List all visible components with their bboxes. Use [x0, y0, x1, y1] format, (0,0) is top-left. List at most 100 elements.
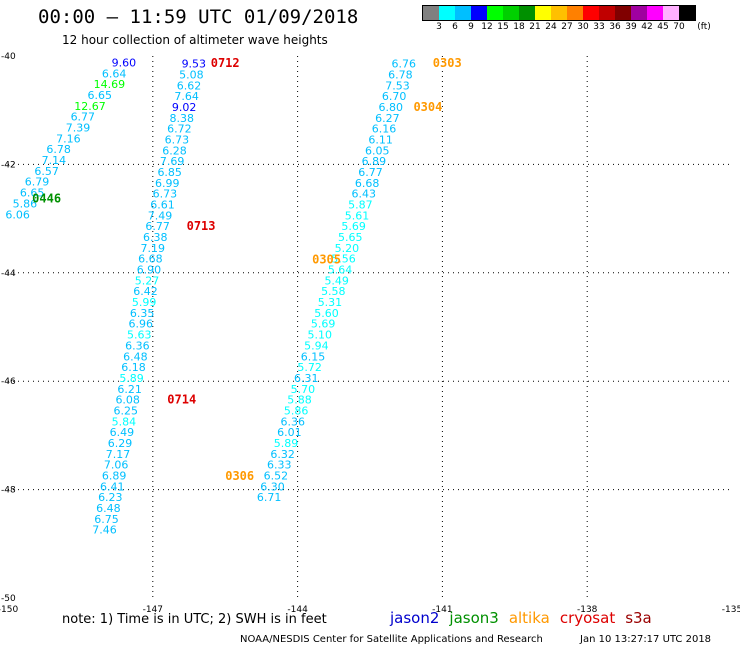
pass-time-label: 0303: [433, 56, 462, 70]
satellite-pass: 9.535.086.627.649.028.386.726.736.287.69…: [92, 56, 239, 537]
legend-swatch: [535, 6, 551, 20]
swh-value: 5.87: [348, 199, 373, 212]
swh-value: 7.64: [174, 90, 199, 103]
swh-value: 6.48: [123, 350, 148, 363]
swh-value: 6.23: [98, 491, 123, 504]
swh-value: 5.31: [318, 296, 343, 309]
x-tick-label: -150: [0, 605, 18, 615]
pass-time-label: 0713: [187, 219, 216, 233]
legend-tick: 27: [561, 22, 573, 32]
legend-tick: 36: [609, 22, 621, 32]
axis-labels: -150 -147 -144 -141 -138 -135 -40 -42 -44 -46 -48 -…: [0, 52, 740, 615]
swh-value: 5.10: [308, 329, 333, 342]
swh-value: 5.65: [338, 231, 363, 244]
legend-swatch: [455, 6, 471, 20]
swh-value: 6.89: [362, 155, 387, 168]
swh-value: 7.19: [141, 242, 166, 255]
swh-value: 6.57: [34, 165, 59, 178]
legend-tick: 45: [657, 22, 669, 32]
swh-value: 6.49: [110, 426, 135, 439]
pass-time-label: 0714: [167, 393, 196, 407]
satellite-name-s3a: s3a: [625, 609, 652, 627]
swh-value: 6.28: [162, 144, 187, 157]
swh-value: 6.16: [372, 123, 397, 136]
swh-value: 6.79: [25, 176, 50, 189]
footer-note: note: 1) Time is in UTC; 2) SWH is in fe…: [62, 612, 327, 627]
satellite-pass: 5.605.695.105.946.155.726.315.705.885.86…: [284, 252, 341, 417]
swh-value: 12.67: [74, 100, 106, 113]
swh-value: 6.41: [100, 480, 125, 493]
swh-value: 5.89: [274, 437, 299, 450]
swh-value: 6.65: [20, 187, 45, 200]
swh-value: 6.61: [150, 199, 175, 212]
satellite-pass: 0714: [167, 393, 196, 407]
swh-value: 5.08: [179, 68, 204, 81]
swh-value: 6.89: [102, 470, 127, 483]
swh-value: 8.38: [170, 112, 195, 125]
swh-value: 7.53: [385, 79, 410, 92]
legend-tick: 15: [497, 22, 509, 32]
satellite-name-jason3: jason3: [449, 609, 499, 627]
legend-tick: 3: [436, 22, 442, 32]
swh-value: 6.73: [165, 133, 190, 146]
legend-swatches: [422, 5, 696, 21]
legend-swatch: [503, 6, 519, 20]
swh-value: 5.94: [304, 339, 329, 352]
legend-swatch: [519, 6, 535, 20]
legend-tick: 18: [513, 22, 525, 32]
pass-time-label: 0712: [211, 56, 240, 70]
swh-value: 6.15: [301, 350, 326, 363]
footer-credit: NOAA/NESDIS Center for Satellite Applica…: [240, 634, 543, 645]
pass-time-label: 0446: [32, 192, 61, 206]
legend-swatch: [647, 6, 663, 20]
color-legend: 3 6 9 12 15 18 21 24 27 30 33 36 39 42 45 70 (ft): [422, 5, 711, 33]
swh-value: 6.99: [155, 177, 180, 190]
swh-value: 6.72: [167, 123, 192, 136]
legend-swatch: [439, 6, 455, 20]
swh-value: 5.86: [13, 197, 38, 210]
swh-value: 6.33: [267, 459, 292, 472]
x-tick-label: -141: [432, 605, 452, 615]
swh-value: 6.77: [71, 111, 96, 124]
legend-swatch: [679, 6, 695, 20]
x-tick-label: -135: [722, 605, 740, 615]
y-tick-label: -42: [1, 160, 16, 170]
satellite-name-cryosat: cryosat: [559, 609, 616, 627]
swh-value: 6.36: [281, 415, 306, 428]
swh-value: 5.72: [297, 361, 322, 374]
satellite-pass: 6.776.686.435.875.615.695.655.205.565.64…: [318, 100, 443, 309]
swh-value: 6.21: [117, 383, 142, 396]
legend-tick: 39: [625, 22, 637, 32]
swh-value: 6.48: [96, 502, 121, 515]
swh-value: 9.60: [112, 57, 137, 70]
swh-value: 7.17: [106, 448, 131, 461]
swh-value: 6.01: [277, 426, 302, 439]
swh-value: 5.86: [284, 404, 309, 417]
legend-tick: 24: [545, 22, 557, 32]
swh-value: 6.78: [388, 68, 413, 81]
swh-value: 6.85: [157, 166, 182, 179]
x-tick-label: -147: [143, 605, 163, 615]
map-title: 00:00 – 11:59 UTC 01/09/2018: [38, 6, 359, 28]
swh-value: 6.78: [46, 143, 71, 156]
swh-value: 6.35: [130, 307, 155, 320]
pass-time-label: 0306: [225, 469, 254, 483]
swh-value: 6.73: [153, 188, 178, 201]
swh-value: 7.39: [66, 122, 91, 135]
satellite-name-jason2: jason2: [390, 609, 440, 627]
pass-time-label: 0305: [312, 252, 341, 266]
swh-value: 6.42: [133, 285, 158, 298]
y-tick-label: -46: [1, 377, 16, 387]
swh-value: 6.29: [108, 437, 133, 450]
satellite-tracks: 9.606.6414.696.6512.676.777.397.166.787.…: [5, 56, 461, 537]
swh-value: 5.69: [311, 318, 336, 331]
swh-value: 5.88: [287, 394, 312, 407]
swh-value: 5.69: [341, 220, 366, 233]
swh-value: 6.77: [358, 166, 383, 179]
swh-value: 6.25: [114, 404, 139, 417]
swh-value: 5.99: [132, 296, 157, 309]
legend-unit: (ft): [697, 22, 711, 32]
swh-value: 7.69: [160, 155, 185, 168]
